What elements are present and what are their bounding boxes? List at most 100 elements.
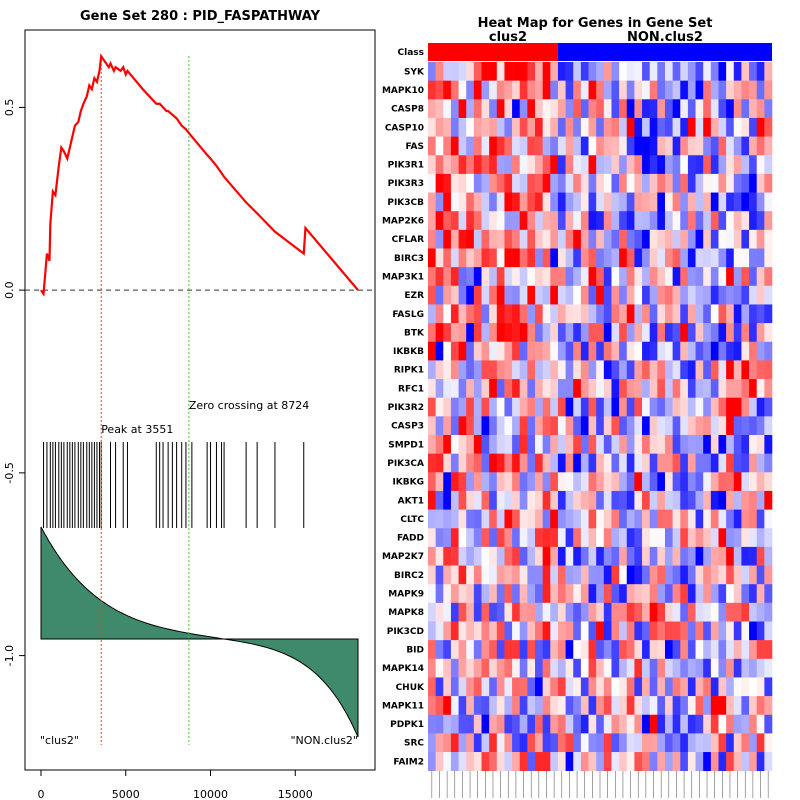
heatmap-cell	[764, 248, 773, 268]
heatmap-cell	[680, 677, 689, 697]
heatmap-cell	[466, 80, 475, 100]
heatmap-cell	[718, 155, 727, 175]
heatmap-cell	[519, 490, 528, 510]
heatmap-cell	[603, 602, 612, 622]
heatmap-cell	[741, 528, 750, 548]
heatmap-cell	[756, 714, 765, 734]
heatmap-cell	[687, 658, 696, 678]
heatmap-cell	[687, 341, 696, 361]
heatmap-cell	[580, 435, 589, 454]
heatmap-cell	[580, 323, 589, 343]
heatmap-cell	[611, 360, 620, 380]
heatmap-cell	[428, 565, 436, 585]
heatmap-cell	[611, 248, 620, 268]
heatmap-cell	[611, 509, 620, 529]
heatmap-cell	[764, 155, 773, 175]
heatmap-cell	[619, 397, 628, 417]
heatmap-cell	[634, 117, 643, 137]
heatmap-cell	[718, 229, 727, 249]
heatmap-cell	[435, 229, 444, 249]
heatmap-cell	[481, 304, 490, 324]
heatmap-cell	[603, 640, 612, 660]
heatmap-cell	[710, 621, 719, 641]
heatmap-cell	[764, 435, 773, 454]
heatmap-cell	[703, 229, 712, 249]
heatmap-cell	[749, 472, 758, 492]
heatmap-cell	[466, 136, 475, 156]
heatmap-cell	[664, 99, 673, 119]
heatmap-cell	[672, 267, 681, 287]
heatmap-cell	[649, 472, 658, 492]
heatmap-cell	[504, 528, 513, 548]
heatmap-cell	[428, 714, 436, 734]
heatmap-cell	[443, 509, 452, 529]
heatmap-cell	[710, 528, 719, 548]
heatmap-cell	[733, 379, 742, 398]
heatmap-cell	[443, 546, 452, 566]
heatmap-cell	[649, 509, 658, 529]
heatmap-cell	[756, 565, 765, 585]
gene-label: SMPD1	[388, 440, 424, 450]
heatmap-cell	[458, 117, 467, 137]
heatmap-cell	[718, 173, 727, 193]
heatmap-cell	[557, 565, 566, 585]
heatmap-cell	[550, 621, 559, 641]
heatmap-cell	[756, 733, 765, 753]
heatmap-cell	[435, 490, 444, 510]
heatmap-cell	[428, 435, 436, 454]
heatmap-cell	[741, 584, 750, 604]
heatmap-cell	[649, 546, 658, 566]
heatmap-cell	[626, 229, 635, 249]
heatmap-title: Heat Map for Genes in Gene Set	[478, 16, 713, 31]
heatmap-cell	[664, 490, 673, 510]
heatmap-cell	[741, 211, 750, 231]
heatmap-cell	[642, 155, 650, 175]
heatmap-cell	[649, 528, 658, 548]
heatmap-cell	[657, 211, 666, 231]
heatmap-cell	[649, 696, 658, 716]
heatmap-cell	[634, 155, 643, 175]
heatmap-cell	[741, 677, 750, 697]
heatmap-cell	[687, 323, 696, 343]
heatmap-cell	[519, 752, 528, 771]
heatmap-cell	[626, 453, 635, 473]
heatmap-cell	[435, 80, 444, 100]
heatmap-cell	[496, 733, 505, 753]
heatmap-cell	[573, 379, 582, 398]
heatmap-cell	[749, 416, 758, 436]
heatmap-cell	[557, 472, 566, 492]
heatmap-cell	[527, 80, 536, 100]
heatmap-cell	[741, 453, 750, 473]
heatmap-cell	[642, 565, 650, 585]
heatmap-cell	[726, 658, 735, 678]
heatmap-cell	[741, 248, 750, 268]
heatmap-cell	[519, 62, 528, 81]
heatmap-cell	[458, 360, 467, 380]
heatmap-cell	[718, 341, 727, 361]
heatmap-cell	[527, 435, 536, 454]
heatmap-cell	[596, 584, 605, 604]
peak-label: Peak at 3551	[101, 423, 173, 436]
heatmap-cell	[588, 323, 597, 343]
heatmap-cell	[657, 509, 666, 529]
heatmap-cell	[542, 117, 551, 137]
heatmap-cell	[573, 117, 582, 137]
heatmap-cell	[710, 211, 719, 231]
heatmap-cell	[527, 397, 536, 417]
heatmap-cell	[466, 565, 475, 585]
heatmap-cell	[687, 416, 696, 436]
heatmap-cell	[557, 453, 566, 473]
heatmap-cell	[435, 584, 444, 604]
heatmap-cell	[527, 360, 536, 380]
heatmap-cell	[588, 267, 597, 287]
heatmap-cell	[764, 546, 773, 566]
heatmap-cell	[611, 546, 620, 566]
heatmap-cell	[611, 416, 620, 436]
heatmap-cell	[435, 192, 444, 212]
heatmap-cell	[611, 173, 620, 193]
heatmap-cell	[733, 155, 742, 175]
heatmap-cell	[580, 155, 589, 175]
heatmap-cell	[726, 192, 735, 212]
heatmap-cell	[611, 62, 620, 81]
heatmap-cell	[428, 173, 436, 193]
